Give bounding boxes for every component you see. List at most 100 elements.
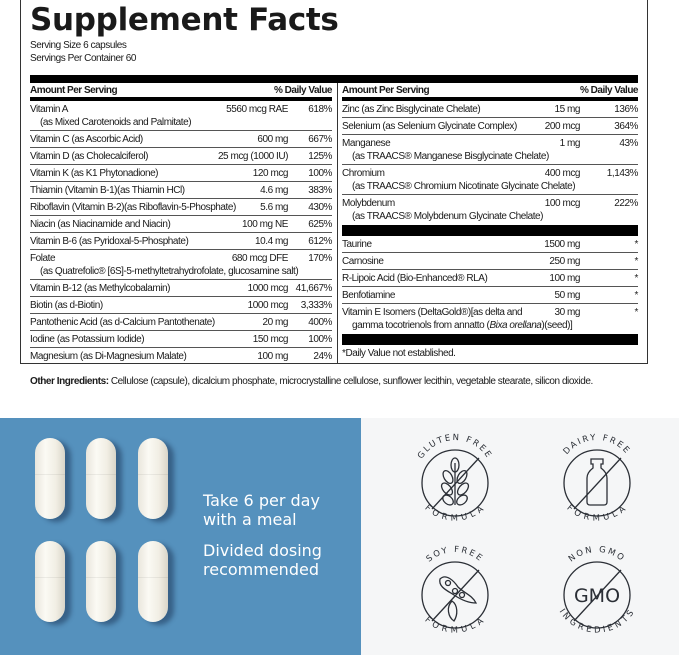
- nutrient-name: Magnesium (as Di-Magnesium Malate): [30, 351, 187, 362]
- nutrient-amount: 100 mg NE: [242, 219, 288, 230]
- dosing-recommendation: Divided dosing recommended: [203, 541, 322, 579]
- badge-bottom-label: FORMULA: [423, 503, 486, 524]
- nutrient-row: Vitamin E Isomers (DeltaGold®)[as delta …: [342, 304, 639, 334]
- nutrient-amount: 200 mcg: [544, 121, 581, 132]
- dosing-line: Divided dosing: [203, 541, 322, 560]
- daily-value-percent: 136%: [614, 104, 638, 115]
- nutrient-amount: 4.6 mg: [260, 185, 288, 196]
- strike-through-line: [431, 569, 480, 622]
- nutrient-row: R-Lipoic Acid (Bio-Enhanced® RLA) 100 mg *: [342, 270, 639, 287]
- nutrient-amount: 20 mg: [262, 317, 288, 328]
- daily-value-percent: 1,143%: [606, 168, 639, 179]
- svg-text:DAIRY FREE: DAIRY FREE: [562, 433, 633, 457]
- daily-value-heading: % Daily Value: [580, 85, 638, 96]
- nutrient-list: Vitamin A (as Mixed Carotenoids and Palmi…: [30, 101, 332, 365]
- nutrient-row: Magnesium (as Di-Magnesium Malate) 100 mg…: [30, 348, 332, 365]
- servings-per-container: Servings Per Container 60: [30, 53, 137, 64]
- dosing-line: with a meal: [203, 510, 297, 529]
- table-header: Amount Per Serving % Daily Value: [30, 83, 332, 101]
- nutrient-amount: 1 mg: [559, 138, 581, 149]
- daily-value-percent: *: [634, 256, 639, 267]
- facts-table-left: Amount Per Serving % Daily Value Vitamin…: [30, 83, 332, 365]
- nutrient-row: Molybdenum (as TRAACS® Molybdenum Glycina…: [342, 195, 638, 225]
- nutrient-name: Vitamin C (as Ascorbic Acid): [30, 134, 143, 145]
- nutrient-name: Iodine (as Potassium Iodide): [30, 334, 145, 345]
- daily-value-percent: 24%: [313, 351, 332, 362]
- nutrient-name: Vitamin A: [30, 104, 69, 115]
- daily-value-percent: 364%: [614, 121, 638, 132]
- daily-value-percent: *: [634, 273, 639, 284]
- nutrient-row: Vitamin B-12 (as Methylcobalamin) 1000 mc…: [30, 280, 332, 297]
- nutrient-amount: 1500 mg: [544, 239, 580, 250]
- nutrient-name: Vitamin D (as Cholecalciferol): [30, 151, 149, 162]
- nutrient-name: Taurine: [342, 239, 372, 250]
- non-gmo-badge: GMO NON GMO INGREDIENTS: [542, 535, 652, 645]
- nutrient-row: Pantothenic Acid (as d-Calcium Pantothen…: [30, 314, 332, 331]
- other-ingredients: Other Ingredients: Cellulose (capsule), …: [30, 376, 593, 387]
- nutrient-row: Benfotiamine 50 mg *: [342, 287, 639, 304]
- nutrient-amount: 120 mcg: [252, 168, 289, 179]
- nutrient-row: Iodine (as Potassium Iodide) 150 mcg 100%: [30, 331, 332, 348]
- source-text: Bixa orellana: [489, 320, 542, 331]
- nutrient-amount: 50 mg: [554, 290, 580, 301]
- dosing-instruction: Take 6 per day with a meal: [203, 491, 320, 529]
- badge-bottom-label: FORMULA: [565, 503, 628, 524]
- column-divider: [337, 83, 338, 364]
- daily-value-percent: 667%: [308, 134, 332, 145]
- nutrient-name: Folate: [30, 253, 56, 264]
- capsule-image: [86, 438, 116, 519]
- section-rule: [342, 334, 638, 345]
- nutrient-amount: 100 mg: [549, 273, 580, 284]
- capsule-image: [138, 541, 168, 622]
- nutrient-name: Biotin (as d-Biotin): [30, 300, 103, 311]
- nutrient-row: Riboflavin (Vitamin B-2)(as Riboflavin-5…: [30, 199, 332, 216]
- nutrient-source: (as Quatrefolic® [6S]-5-methyltetrahydro…: [40, 266, 299, 277]
- daily-value-percent: 41,667%: [295, 283, 333, 294]
- nutrient-row: Zinc (as Zinc Bisglycinate Chelate) 15 mg…: [342, 101, 638, 118]
- daily-value-percent: 100%: [308, 334, 332, 345]
- nutrient-row: Manganese (as TRAACS® Manganese Bisglycin…: [342, 135, 638, 165]
- header-rule: [30, 75, 638, 83]
- nutrient-name: Zinc (as Zinc Bisglycinate Chelate): [342, 104, 481, 115]
- strike-through-line: [431, 457, 480, 510]
- soybean-icon: [439, 576, 478, 622]
- other-ingredients-label: Other Ingredients:: [30, 376, 109, 387]
- nutrient-source: (as TRAACS® Molybdenum Glycinate Chelate…: [352, 211, 544, 222]
- nutrient-amount: 10.4 mg: [255, 236, 288, 247]
- nutrient-amount: 5560 mcg RAE: [226, 104, 288, 115]
- dosing-line: recommended: [203, 560, 319, 579]
- footnote: *Daily Value not established.: [342, 348, 456, 359]
- nutrient-source: (as TRAACS® Manganese Bisglycinate Chela…: [352, 151, 549, 162]
- page-title: Supplement Facts: [30, 2, 339, 38]
- nutrient-row: Taurine 1500 mg *: [342, 236, 639, 253]
- nutrient-amount: 15 mg: [554, 104, 580, 115]
- nutrient-name: Riboflavin (Vitamin B-2)(as Riboflavin-5…: [30, 202, 236, 213]
- nutrient-name: Selenium (as Selenium Glycinate Complex): [342, 121, 517, 132]
- nutrient-source: (as TRAACS® Chromium Nicotinate Glycinat…: [352, 181, 576, 192]
- amount-per-serving-heading: Amount Per Serving: [342, 85, 430, 96]
- dairy-free-badge: DAIRY FREE FORMULA: [542, 423, 652, 533]
- amount-per-serving-heading: Amount Per Serving: [30, 85, 118, 96]
- badge-top-label: DAIRY FREE: [562, 433, 631, 457]
- nutrient-name: R-Lipoic Acid (Bio-Enhanced® RLA): [342, 273, 488, 284]
- nutrient-name: Molybdenum: [342, 198, 395, 209]
- daily-value-percent: *: [634, 239, 639, 250]
- nutrient-row: Biotin (as d-Biotin) 1000 mcg 3,333%: [30, 297, 332, 314]
- nutrient-row: Vitamin A (as Mixed Carotenoids and Palmi…: [30, 101, 332, 131]
- section-rule: [342, 225, 638, 236]
- nutrient-name: Thiamin (Vitamin B-1)(as Thiamin HCl): [30, 185, 185, 196]
- daily-value-percent: *: [634, 290, 639, 301]
- wheat-icon: [440, 457, 470, 506]
- nutrient-row: Vitamin B-6 (as Pyridoxal-5-Phosphate) 10…: [30, 233, 332, 250]
- nutrient-row: Selenium (as Selenium Glycinate Complex)…: [342, 118, 638, 135]
- nutrient-row: Thiamin (Vitamin B-1)(as Thiamin HCl) 4.6…: [30, 182, 332, 199]
- nutrient-row: Chromium (as TRAACS® Chromium Nicotinate …: [342, 165, 638, 195]
- nutrient-name: Benfotiamine: [342, 290, 395, 301]
- daily-value-percent: 400%: [308, 317, 332, 328]
- capsule-image: [86, 541, 116, 622]
- strike-through-line: [573, 569, 622, 622]
- nutrient-name: Chromium: [342, 168, 385, 179]
- strike-through-line: [573, 457, 622, 510]
- gluten-free-badge: GLUTEN FREE FORMULA: [400, 423, 510, 533]
- nutrient-amount: 1000 mcg: [247, 300, 289, 311]
